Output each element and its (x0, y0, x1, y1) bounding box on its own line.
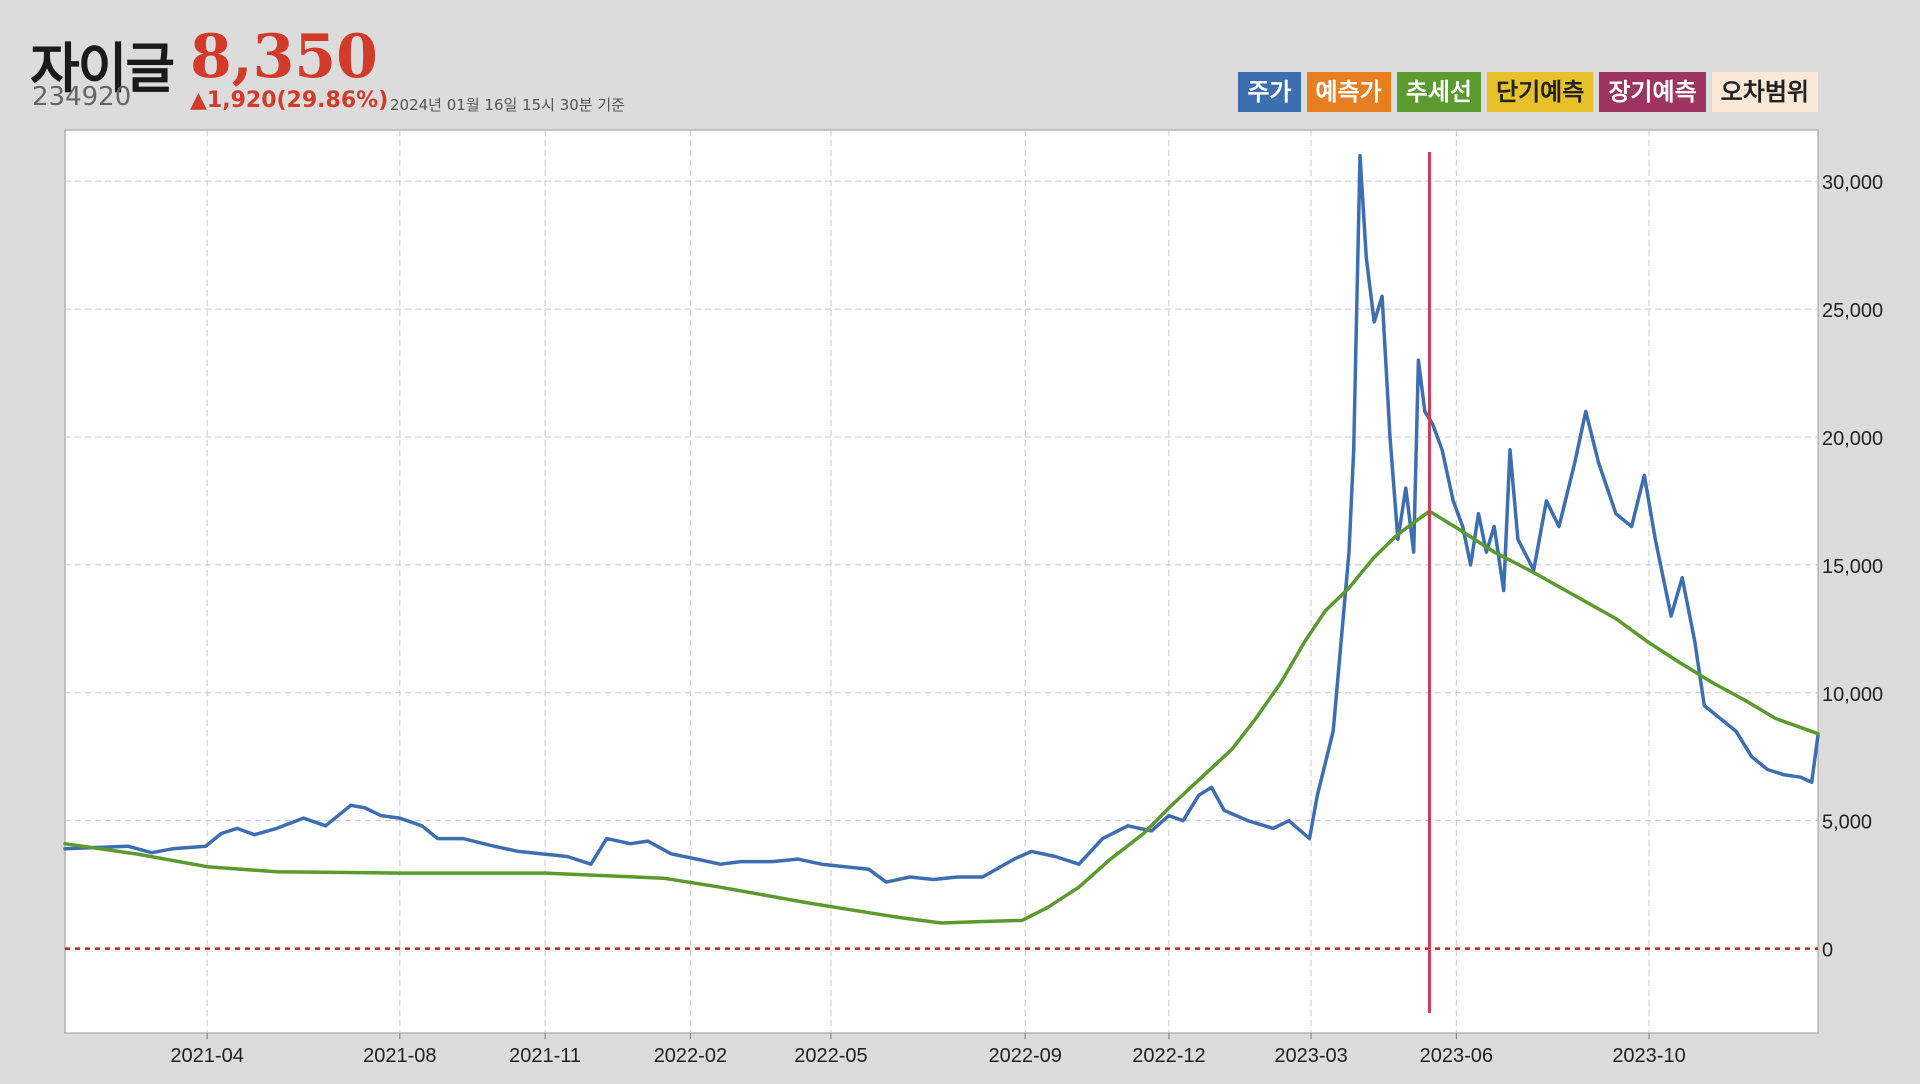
y-tick-label: 0 (1822, 940, 1833, 962)
legend-item[interactable]: 주가 (1238, 72, 1301, 112)
price-series-line (63, 153, 1820, 884)
plot-background (64, 129, 1819, 1034)
x-tick-label: 2023-10 (1612, 1045, 1685, 1067)
stock-price: 8,350 (190, 22, 378, 92)
chart-legend: 주가 예측가 추세선 단기예측 장기예측 오차범위 (1238, 72, 1818, 112)
x-tick-label: 2021-04 (170, 1045, 243, 1067)
x-tick-label: 2021-11 (509, 1045, 581, 1067)
legend-item[interactable]: 장기예측 (1599, 72, 1706, 112)
stock-code: 234920 (32, 82, 132, 112)
y-tick-label: 10,000 (1822, 684, 1883, 706)
y-tick-label: 30,000 (1822, 172, 1883, 194)
x-tick-label: 2022-02 (654, 1045, 727, 1067)
y-tick-label: 15,000 (1822, 556, 1883, 578)
as-of-timestamp: 2024년 01월 16일 15시 30분 기준 (390, 96, 625, 114)
x-tick-label: 2022-12 (1132, 1045, 1205, 1067)
x-tick-label: 2022-09 (988, 1045, 1061, 1067)
legend-item[interactable]: 오차범위 (1711, 72, 1818, 112)
stock-name: 자이글 (30, 37, 175, 100)
x-tick-label: 2023-06 (1420, 1045, 1493, 1067)
x-tick-label: 2023-03 (1274, 1045, 1347, 1067)
x-tick-label: 2022-05 (794, 1045, 867, 1067)
legend-item[interactable]: 추세선 (1396, 72, 1482, 112)
price-change: ▲1,920(29.86%) (190, 88, 389, 113)
y-tick-label: 25,000 (1822, 300, 1883, 322)
legend-item[interactable]: 예측가 (1306, 72, 1391, 112)
y-tick-label: 20,000 (1822, 428, 1883, 450)
trend-series-line (63, 509, 1820, 925)
x-tick-label: 2021-08 (363, 1045, 436, 1067)
legend-item[interactable]: 단기예측 (1487, 72, 1594, 112)
y-tick-label: 5,000 (1822, 812, 1872, 834)
